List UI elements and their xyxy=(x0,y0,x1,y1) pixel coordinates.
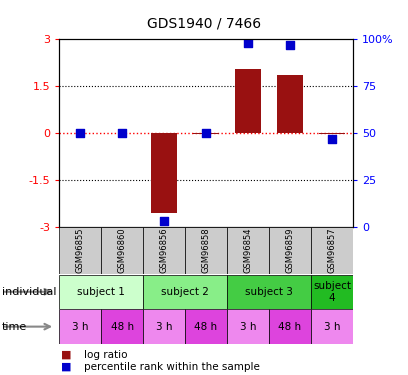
Text: GSM96859: GSM96859 xyxy=(286,228,295,273)
Point xyxy=(203,130,209,136)
Point xyxy=(119,130,125,136)
Text: subject 1: subject 1 xyxy=(77,287,125,297)
Bar xyxy=(311,274,353,309)
Bar xyxy=(227,309,269,344)
Text: 3 h: 3 h xyxy=(324,322,340,332)
Bar xyxy=(59,227,101,274)
Text: 3 h: 3 h xyxy=(156,322,172,332)
Text: ■: ■ xyxy=(61,350,72,360)
Point xyxy=(287,42,293,48)
Bar xyxy=(143,309,185,344)
Text: ■: ■ xyxy=(61,362,72,372)
Bar xyxy=(151,133,177,213)
Bar xyxy=(59,274,143,309)
Text: 48 h: 48 h xyxy=(111,322,134,332)
Bar xyxy=(185,227,227,274)
Bar xyxy=(277,75,303,133)
Text: 48 h: 48 h xyxy=(195,322,217,332)
Text: individual: individual xyxy=(2,287,57,297)
Text: GSM96856: GSM96856 xyxy=(160,228,169,273)
Text: subject 3: subject 3 xyxy=(245,287,293,297)
Text: GSM96855: GSM96855 xyxy=(75,228,84,273)
Bar xyxy=(101,227,143,274)
Bar xyxy=(227,227,269,274)
Text: 3 h: 3 h xyxy=(72,322,89,332)
Text: subject
4: subject 4 xyxy=(313,281,351,303)
Bar xyxy=(59,309,101,344)
Text: 48 h: 48 h xyxy=(278,322,302,332)
Text: GSM96854: GSM96854 xyxy=(244,228,253,273)
Bar xyxy=(311,309,353,344)
Bar xyxy=(311,227,353,274)
Text: subject 2: subject 2 xyxy=(161,287,209,297)
Bar xyxy=(143,274,227,309)
Bar xyxy=(185,309,227,344)
Bar xyxy=(269,309,311,344)
Bar xyxy=(235,69,261,133)
Text: time: time xyxy=(2,322,27,332)
Text: percentile rank within the sample: percentile rank within the sample xyxy=(84,362,259,372)
Point xyxy=(329,136,335,142)
Bar xyxy=(227,274,311,309)
Text: 3 h: 3 h xyxy=(240,322,256,332)
Text: GDS1940 / 7466: GDS1940 / 7466 xyxy=(147,17,261,31)
Bar xyxy=(193,133,219,134)
Point xyxy=(77,130,83,136)
Bar xyxy=(269,227,311,274)
Point xyxy=(161,218,167,224)
Bar xyxy=(101,309,143,344)
Text: GSM96860: GSM96860 xyxy=(118,228,126,273)
Text: log ratio: log ratio xyxy=(84,350,127,360)
Text: GSM96857: GSM96857 xyxy=(328,228,337,273)
Text: GSM96858: GSM96858 xyxy=(202,228,211,273)
Bar xyxy=(143,227,185,274)
Point xyxy=(245,40,251,46)
Bar xyxy=(319,133,344,134)
